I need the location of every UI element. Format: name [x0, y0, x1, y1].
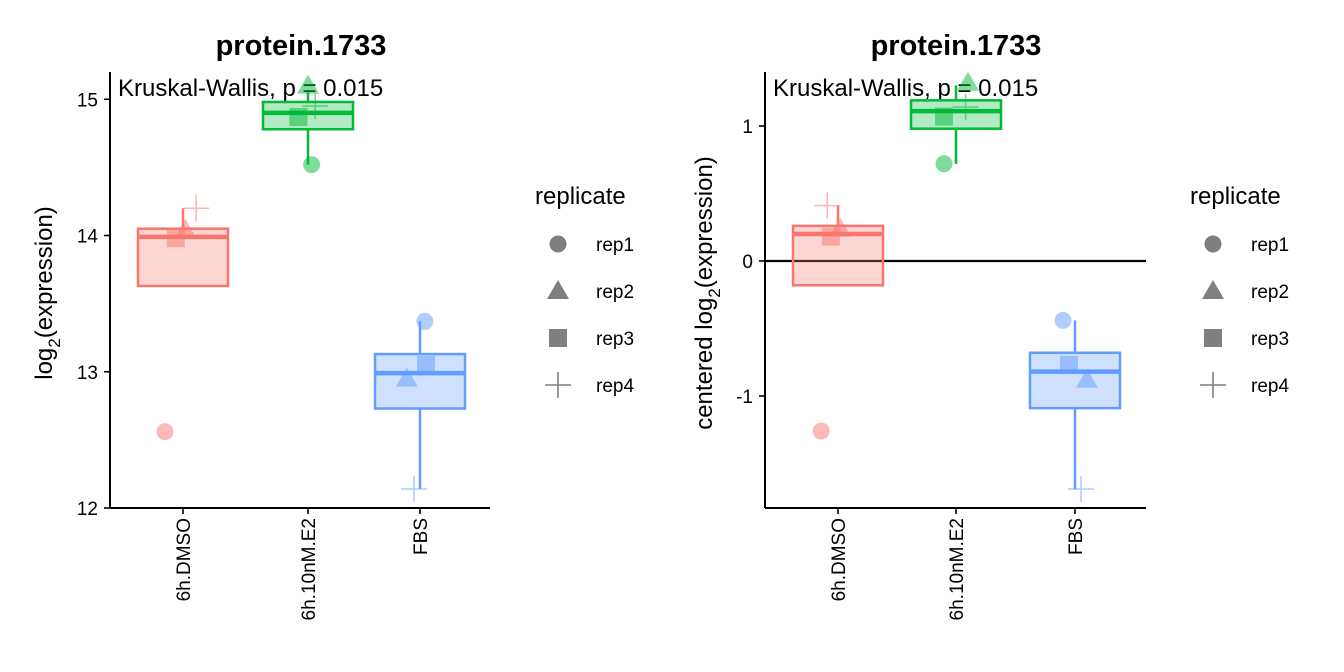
chart-panel-left: protein.1733 Kruskal-Wallis, p = 0.015 l…: [31, 30, 490, 620]
legend-circle-icon: [1204, 235, 1222, 253]
test-annotation: Kruskal-Wallis, p = 0.015: [118, 75, 383, 102]
legend-label: rep1: [1251, 235, 1289, 256]
box-6h.10nM.E2: [909, 85, 1003, 164]
legend-plus-icon: [545, 372, 571, 398]
x-tick-label: 6h.DMSO: [174, 518, 195, 601]
x-tick-label: 6h.10nM.E2: [299, 518, 320, 620]
point-rep1: [416, 312, 434, 330]
y-axis-label: centered log2(expression): [691, 156, 724, 430]
legend-circle-icon: [549, 235, 567, 253]
legend-title: replicate: [1190, 183, 1281, 210]
legend-right: replicate rep1 rep2 rep3 rep4: [1190, 183, 1289, 398]
point-rep4: [183, 195, 210, 222]
point-rep3: [1060, 355, 1078, 374]
point-rep2: [297, 74, 319, 94]
point-rep4: [952, 94, 979, 121]
point-rep3: [821, 227, 840, 246]
y-tick-label: -1: [736, 387, 753, 408]
x-tick-label: FBS: [411, 518, 432, 555]
x-tick-label: 6h.10nM.E2: [947, 518, 968, 620]
point-rep4: [814, 192, 841, 219]
point-rep2: [395, 367, 418, 387]
test-annotation: Kruskal-Wallis, p = 0.015: [773, 75, 1038, 102]
chart-title: protein.1733: [871, 30, 1042, 62]
legend-triangle-icon: [1202, 280, 1224, 299]
point-rep4: [401, 475, 427, 502]
box-6h.10nM.E2: [261, 92, 355, 165]
chart-title: protein.1733: [216, 30, 387, 62]
y-tick-label: 12: [77, 499, 98, 520]
y-tick-label: 1: [742, 117, 753, 138]
x-tick-label: 6h.DMSO: [829, 518, 850, 601]
legend-square-icon: [1204, 329, 1222, 347]
point-rep4: [1068, 476, 1094, 503]
legend-label: rep2: [1251, 282, 1289, 303]
legend-triangle-icon: [547, 280, 569, 299]
box-FBS: [373, 321, 467, 489]
y-tick-label: 15: [77, 90, 98, 111]
box-body: [261, 100, 355, 131]
point-rep3: [289, 107, 308, 126]
point-rep1: [1054, 311, 1072, 329]
legend-label: rep1: [596, 235, 634, 256]
x-tick-label: FBS: [1066, 518, 1087, 555]
legend-label: rep2: [596, 282, 634, 303]
legend-label: rep4: [1251, 376, 1289, 397]
chart-panel-right: protein.1733 Kruskal-Wallis, p = 0.015 c…: [691, 30, 1146, 620]
y-tick-label: 0: [742, 252, 753, 273]
point-rep4: [302, 93, 329, 120]
point-rep3: [417, 355, 435, 374]
box-body: [909, 99, 1003, 130]
legend-label: rep4: [596, 376, 634, 397]
box-body: [373, 352, 467, 410]
point-rep3: [166, 229, 185, 248]
legend-label: rep3: [596, 329, 634, 350]
point-rep1: [156, 423, 174, 441]
point-rep2: [1076, 368, 1098, 388]
legend-title: replicate: [535, 183, 626, 210]
legend-label: rep3: [1251, 329, 1289, 350]
legend-plus-icon: [1200, 372, 1226, 398]
point-rep3: [935, 107, 953, 126]
point-rep1: [935, 155, 953, 173]
box-FBS: [1028, 320, 1122, 490]
point-rep1: [303, 156, 321, 174]
y-tick-label: 14: [77, 227, 99, 248]
point-rep1: [812, 422, 830, 440]
point-rep2: [957, 71, 979, 91]
legend-square-icon: [549, 329, 567, 347]
legend-left: replicate rep1 rep2 rep3 rep4: [535, 183, 634, 398]
y-tick-label: 13: [77, 363, 98, 384]
y-axis-label: log2(expression): [31, 206, 64, 380]
